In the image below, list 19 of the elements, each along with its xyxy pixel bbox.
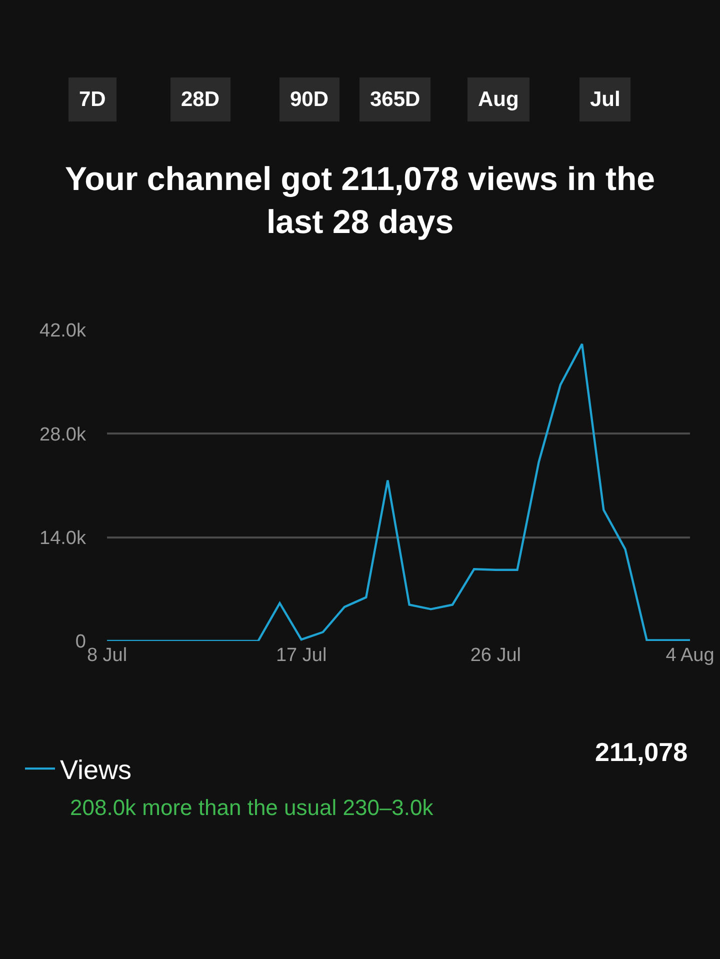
legend-label: Views	[60, 755, 132, 786]
y-tick-label: 0	[75, 632, 86, 653]
text: 365D	[370, 88, 420, 111]
text: Aug	[478, 88, 519, 111]
text: 28D	[181, 88, 220, 111]
line-series	[107, 342, 690, 641]
y-tick-label: 28.0k	[40, 424, 86, 446]
text: Jul	[590, 88, 620, 111]
text: 211,078	[595, 737, 688, 767]
x-tick-label: 8 Jul	[86, 645, 128, 666]
x-tick-label: 17 Jul	[276, 645, 327, 666]
x-tick-label: 4 Aug	[666, 645, 714, 666]
text: 7D	[79, 88, 106, 111]
text: 208.0k more than the usual 230–3.0k	[70, 795, 434, 820]
y-tick-label: 14.0k	[40, 528, 86, 549]
chart-title: Your channel got 211,078 views in the last 28 days	[65, 160, 655, 240]
y-tick-label: 42.0k	[40, 320, 86, 342]
x-tick-label: 26 Jul	[470, 645, 522, 666]
text: 90D	[290, 88, 329, 111]
